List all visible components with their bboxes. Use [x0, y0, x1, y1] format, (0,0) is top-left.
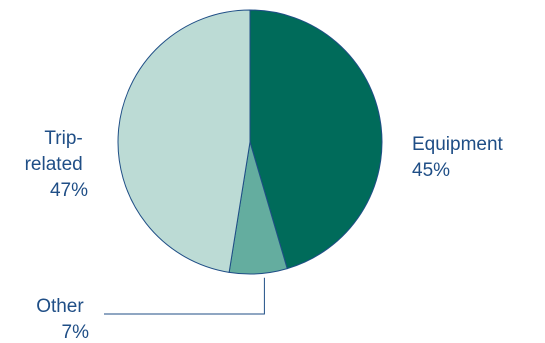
- pie-slice-equipment: [249, 9, 383, 270]
- label-trip-related-line1: Trip-: [44, 128, 82, 149]
- label-other-name: Other: [36, 296, 84, 317]
- pie-slice-trip-related: [117, 9, 251, 273]
- label-trip-related-value: 47%: [50, 180, 88, 201]
- label-equipment: Equipment 45%: [412, 134, 508, 181]
- label-equipment-name: Equipment: [412, 134, 504, 155]
- pie-slices: [117, 9, 383, 275]
- label-other-value: 7%: [62, 322, 90, 343]
- leader-line-other: [104, 277, 265, 315]
- label-trip-related-line2: related: [25, 154, 83, 175]
- label-other: Other 7%: [36, 296, 89, 343]
- label-trip-related: Trip- related 47%: [25, 128, 88, 201]
- label-equipment-value: 45%: [412, 160, 450, 181]
